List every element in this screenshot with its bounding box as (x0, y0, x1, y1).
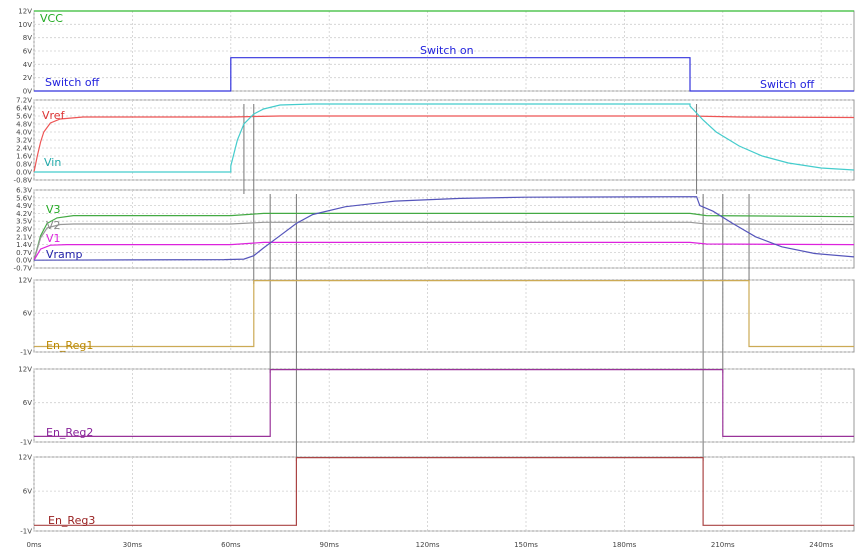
x-tick-label: 150ms (514, 541, 538, 549)
series-label: Vin (44, 156, 61, 169)
x-tick-label: 30ms (123, 541, 143, 549)
y-tick-label: 6V (23, 399, 32, 407)
y-tick-label: 1.6V (16, 153, 32, 161)
y-tick-label: -1V (20, 439, 32, 447)
series-line-vramp (33, 196, 855, 261)
y-tick-label: 6V (23, 488, 32, 496)
y-tick-label: 10V (18, 21, 32, 29)
x-tick-label: 240ms (809, 541, 833, 549)
y-tick-label: 8V (23, 34, 32, 42)
series-label: Switch off (45, 76, 100, 89)
series-label: VCC (40, 12, 63, 25)
y-tick-label: 0V (23, 88, 32, 96)
series-label: En_Reg1 (46, 339, 93, 352)
y-tick-label: 6V (23, 48, 32, 56)
series-label: V2 (46, 219, 61, 232)
y-tick-label: -0.7V (14, 265, 33, 273)
y-tick-label: -0.8V (14, 177, 33, 185)
y-tick-label: 5.6V (16, 194, 32, 202)
pane-frame (33, 456, 855, 532)
series-line-v1 (33, 241, 855, 261)
y-tick-label: 2.8V (16, 226, 32, 234)
x-tick-label: 180ms (612, 541, 636, 549)
y-tick-label: 6V (23, 310, 32, 318)
series-line-en-reg1 (34, 280, 854, 348)
y-tick-label: 7.2V (16, 97, 32, 105)
y-tick-label: 12V (18, 8, 32, 16)
series-label: Vramp (46, 248, 83, 261)
y-tick-label: 2.4V (16, 145, 32, 153)
series-label: En_Reg2 (46, 426, 93, 439)
series-line-en-reg2 (34, 369, 854, 437)
y-tick-label: 6.3V (16, 187, 32, 195)
series-label: Vref (42, 109, 66, 122)
y-tick-label: 0.0V (16, 257, 32, 265)
y-tick-label: 0.7V (16, 249, 32, 257)
series-label: Switch on (420, 44, 474, 57)
series-line-switch (34, 57, 854, 92)
y-tick-label: 4V (23, 61, 32, 69)
x-tick-label: 90ms (320, 541, 340, 549)
y-tick-label: 4.2V (16, 210, 32, 218)
y-tick-label: 12V (18, 454, 32, 462)
series-label: V1 (46, 232, 61, 245)
series-line-vref (33, 115, 855, 173)
series-line-vin (34, 103, 855, 173)
y-tick-label: 12V (18, 277, 32, 285)
y-tick-label: -1V (20, 528, 32, 536)
y-tick-label: 4.8V (16, 121, 32, 129)
y-tick-label: -1V (20, 349, 32, 357)
y-tick-label: 5.6V (16, 113, 32, 121)
y-tick-label: 3.5V (16, 218, 32, 226)
y-tick-label: 0.0V (16, 169, 32, 177)
x-tick-label: 0ms (27, 541, 42, 549)
series-label: V3 (46, 203, 61, 216)
y-tick-label: 4.9V (16, 202, 32, 210)
y-tick-label: 2V (23, 74, 32, 82)
y-tick-label: 0.8V (16, 161, 32, 169)
y-tick-label: 3.2V (16, 137, 32, 145)
x-tick-label: 120ms (416, 541, 440, 549)
pane-frame (33, 279, 855, 353)
y-tick-label: 4.0V (16, 129, 32, 137)
y-tick-label: 6.4V (16, 105, 32, 113)
series-line-v3 (33, 212, 855, 261)
series-line-en-reg3 (34, 457, 854, 526)
y-tick-label: 1.4V (16, 241, 32, 249)
x-tick-label: 60ms (221, 541, 241, 549)
x-tick-label: 210ms (711, 541, 735, 549)
series-label: En_Reg3 (48, 514, 95, 527)
series-label: Switch off (760, 78, 815, 91)
series-line-v2 (33, 221, 855, 261)
pane-frame (33, 368, 855, 443)
y-tick-label: 12V (18, 366, 32, 374)
y-tick-label: 2.1V (16, 233, 32, 241)
